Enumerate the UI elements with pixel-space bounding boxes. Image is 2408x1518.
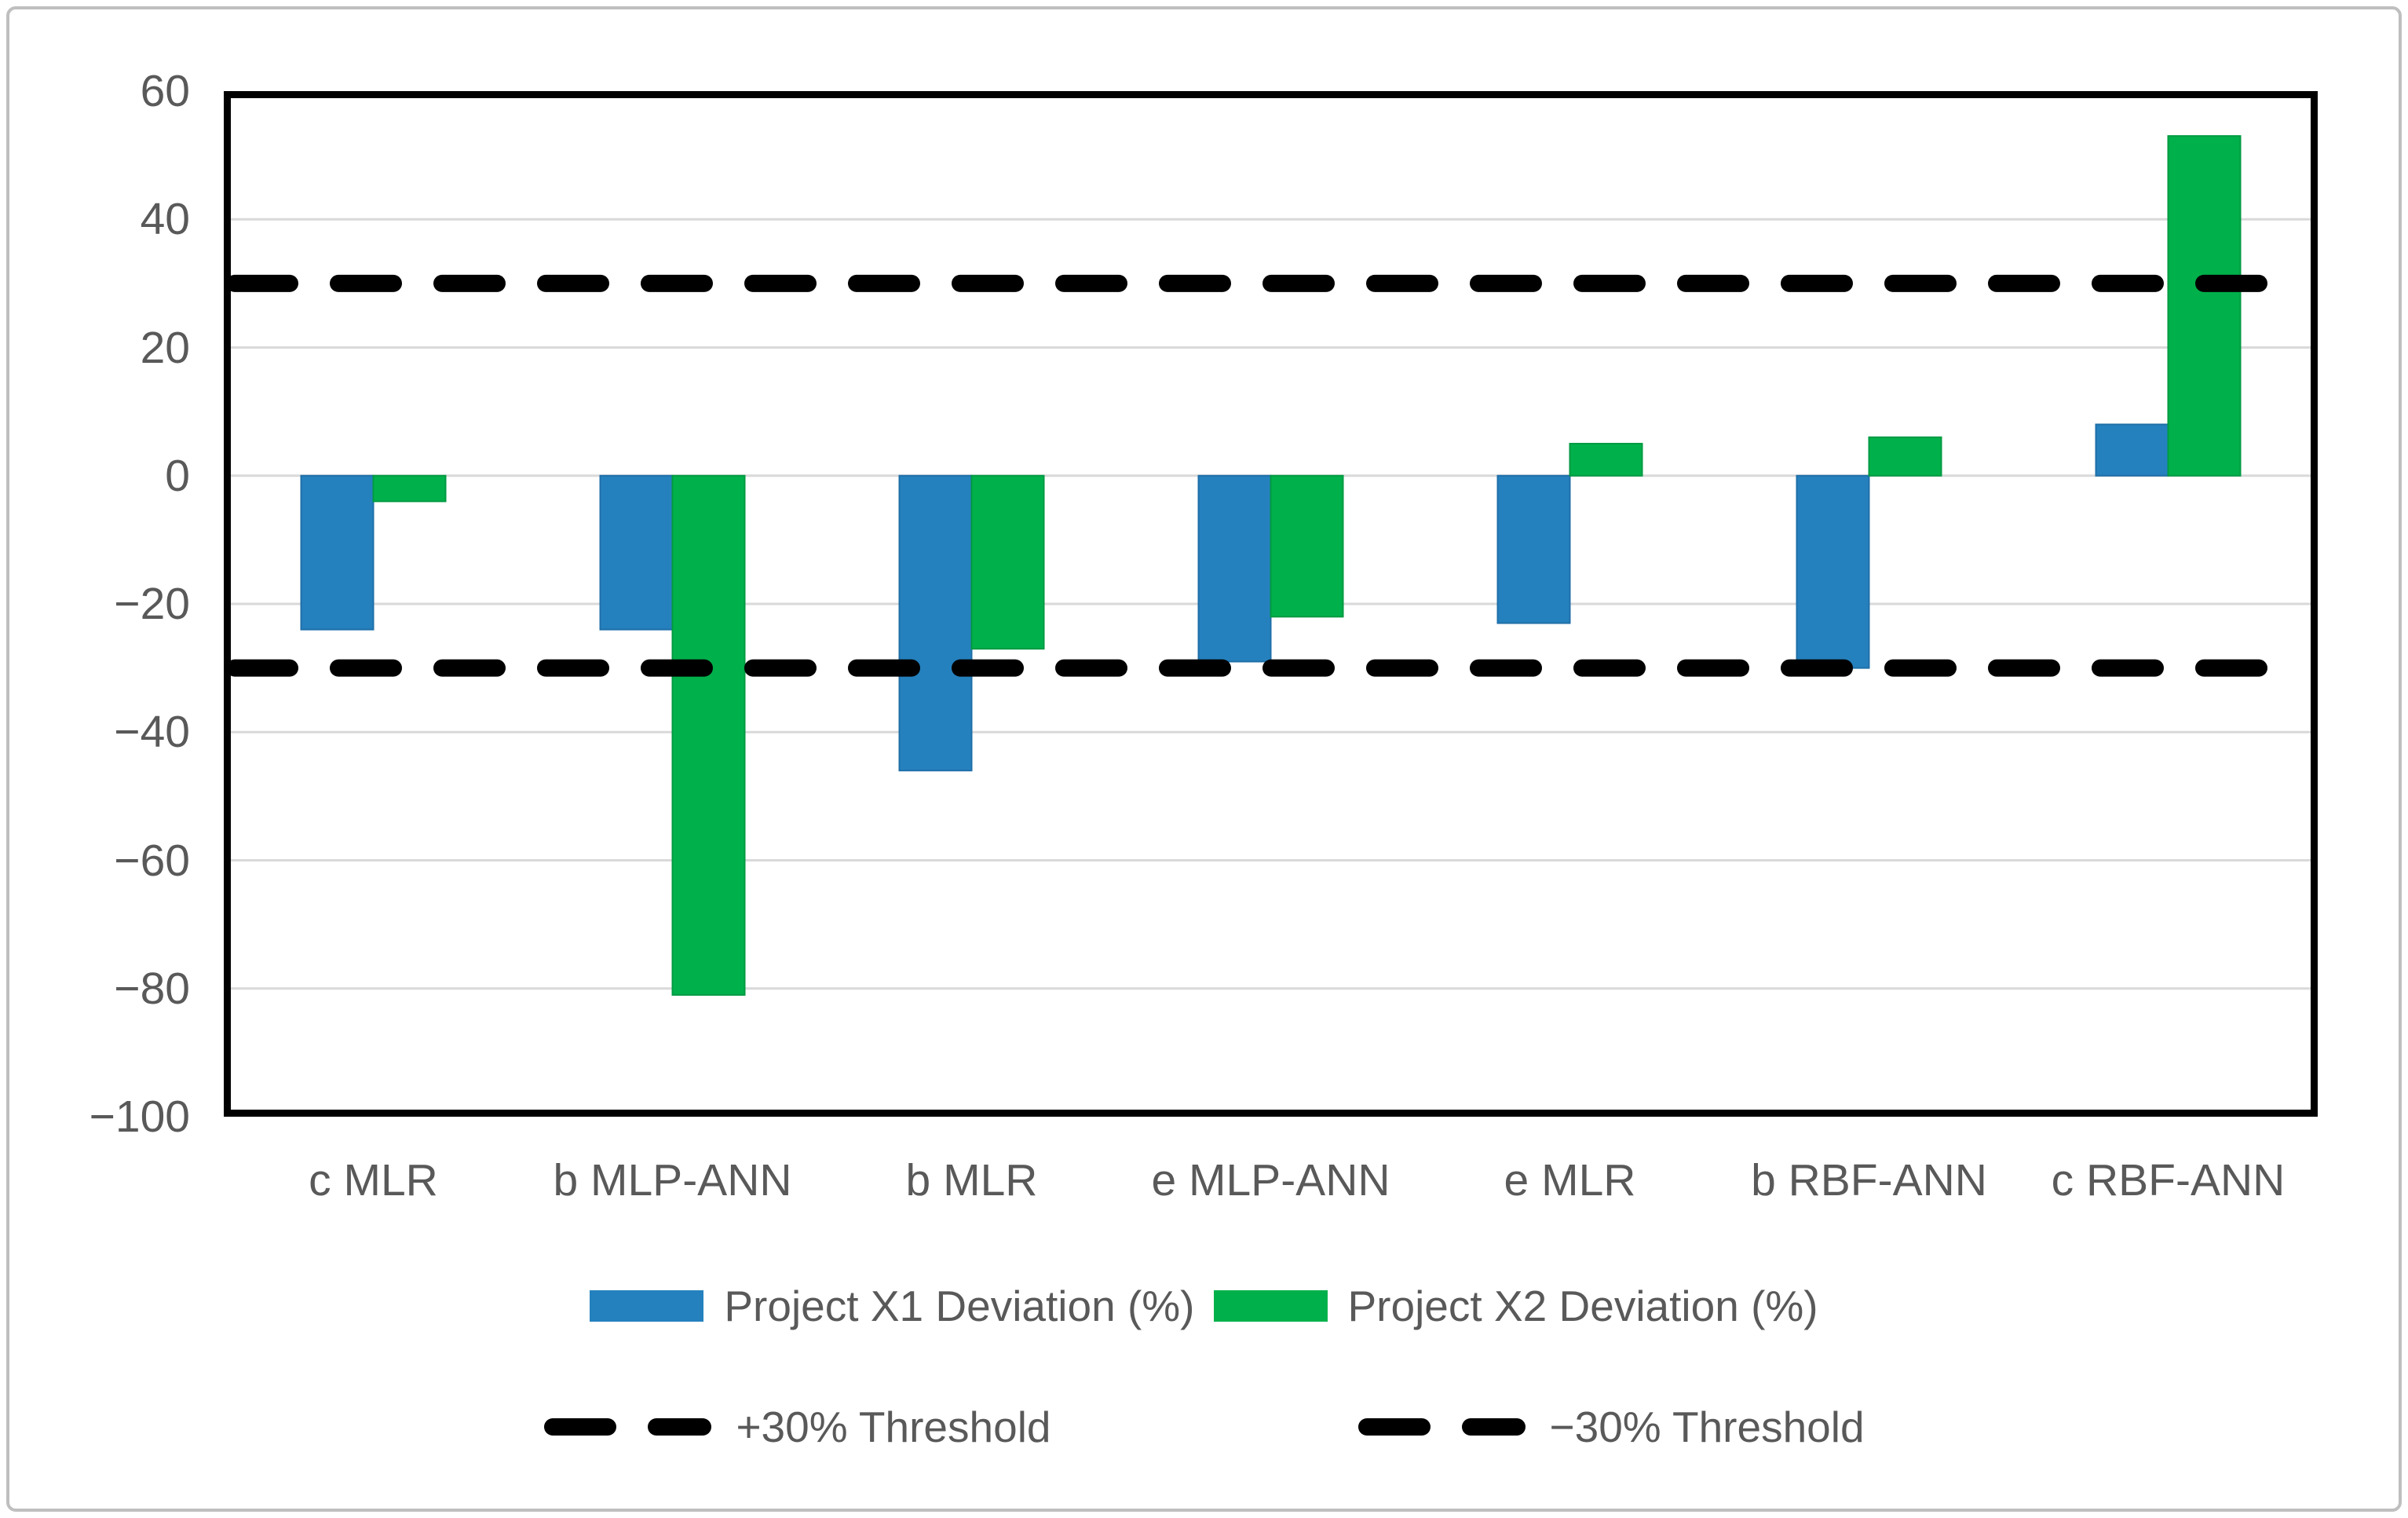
legend-item-series: Project X1 Deviation (%) bbox=[590, 1281, 1195, 1331]
legend-label: +30% Threshold bbox=[736, 1403, 1051, 1451]
x-axis-label: c MLR bbox=[309, 1155, 438, 1205]
legend-label: Project X1 Deviation (%) bbox=[724, 1282, 1195, 1330]
dash-line-icon bbox=[1357, 1418, 1526, 1436]
y-axis-tick: −80 bbox=[114, 963, 190, 1014]
legend-series-row: Project X1 Deviation (%) Project X2 Devia… bbox=[0, 1271, 2408, 1341]
legend-item-threshold: −30% Threshold bbox=[1357, 1402, 1865, 1452]
legend-item-series: Project X2 Deviation (%) bbox=[1213, 1281, 1818, 1331]
x-axis-label: e MLP-ANN bbox=[1151, 1155, 1390, 1205]
bar-x2 bbox=[1270, 474, 1344, 618]
bar-x2 bbox=[1868, 436, 1942, 477]
bar-x1 bbox=[1197, 474, 1272, 663]
bar-x1 bbox=[300, 474, 375, 631]
bar-x2 bbox=[671, 474, 746, 996]
legend-swatch-x1 bbox=[590, 1290, 704, 1322]
legend-swatch-x2 bbox=[1213, 1290, 1328, 1322]
legend-label: Project X2 Deviation (%) bbox=[1347, 1282, 1818, 1330]
y-axis-tick: 40 bbox=[140, 194, 190, 245]
y-axis: 60 40 20 0 −20 −40 −60 −80 −100 bbox=[0, 66, 190, 1142]
x-axis-label: b RBF-ANN bbox=[1751, 1155, 1987, 1205]
x-axis-label: c RBF-ANN bbox=[2051, 1155, 2286, 1205]
bar-x1 bbox=[898, 474, 973, 772]
legend-label: −30% Threshold bbox=[1549, 1403, 1865, 1451]
plot-border bbox=[224, 91, 2318, 1117]
figure-border bbox=[6, 6, 2402, 1512]
y-axis-tick: −100 bbox=[89, 1092, 190, 1142]
bar-x1 bbox=[599, 474, 674, 631]
bar-x2 bbox=[372, 474, 447, 503]
x-axis-label: b MLP-ANN bbox=[553, 1155, 792, 1205]
bar-x2 bbox=[2167, 135, 2242, 477]
bar-x1 bbox=[2095, 423, 2169, 477]
y-axis-tick: −60 bbox=[114, 835, 190, 886]
dash-line-icon bbox=[544, 1418, 712, 1436]
bar-x2 bbox=[1569, 442, 1643, 477]
bar-x2 bbox=[970, 474, 1045, 650]
y-axis-tick: −20 bbox=[114, 579, 190, 629]
legend-threshold-row: +30% Threshold −30% Threshold bbox=[0, 1392, 2408, 1462]
x-axis-label: b MLR bbox=[905, 1155, 1038, 1205]
plot-area bbox=[224, 91, 2318, 1117]
y-axis-tick: 0 bbox=[165, 450, 190, 501]
bar-x1 bbox=[1496, 474, 1571, 624]
y-axis-tick: 20 bbox=[140, 322, 190, 373]
bar-x1 bbox=[1796, 474, 1870, 669]
x-axis: c MLR b MLP-ANN b MLR e MLP-ANN e MLR b RBF-A… bbox=[224, 1147, 2318, 1214]
x-axis-label: e MLR bbox=[1504, 1155, 1636, 1205]
legend-item-threshold: +30% Threshold bbox=[543, 1402, 1051, 1452]
y-axis-tick: −40 bbox=[114, 707, 190, 758]
y-axis-tick: 60 bbox=[140, 66, 190, 116]
